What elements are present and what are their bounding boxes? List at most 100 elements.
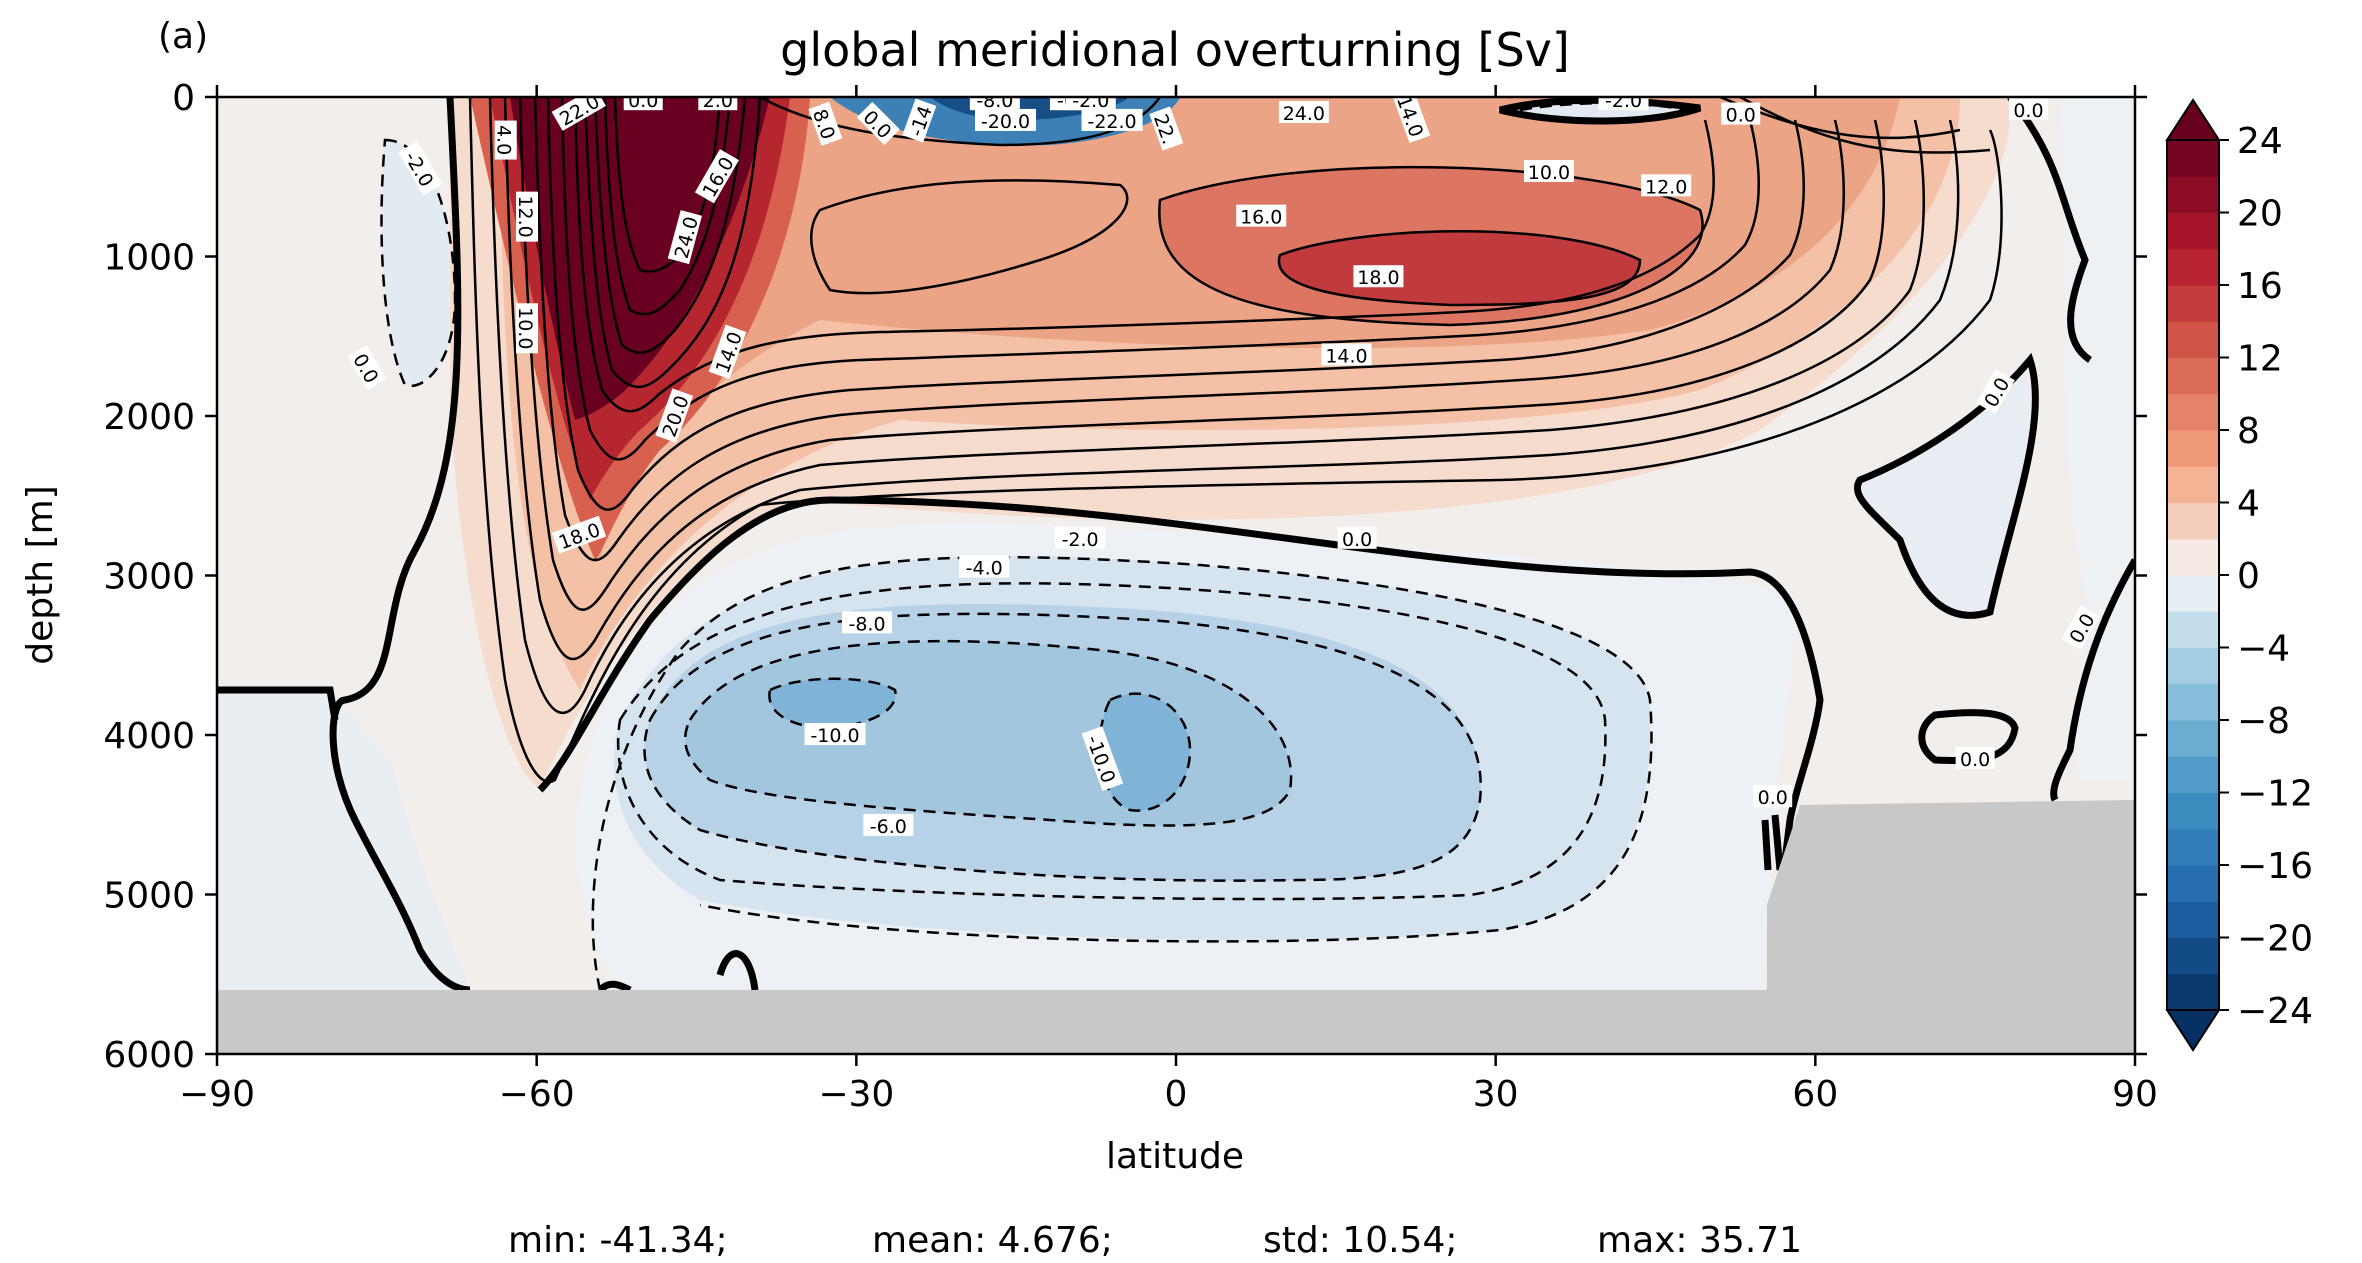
colorbar-tick-label: 0 bbox=[2237, 556, 2260, 597]
filled-region-neg-abyss-10a bbox=[769, 678, 896, 728]
contour-label-bg bbox=[1353, 265, 1404, 288]
contour-label-bg bbox=[1065, 97, 1116, 111]
contour-label-bg bbox=[667, 210, 702, 265]
filled-region-neg-north-a bbox=[1859, 360, 2031, 613]
contour-zero-north-small bbox=[1918, 709, 2019, 765]
contour-label-text: 0.0 bbox=[1342, 529, 1372, 551]
contour-pos-so-outer bbox=[468, 97, 2003, 783]
y-tick-label: 6000 bbox=[103, 1035, 195, 1076]
contour-pos-4 bbox=[488, 97, 1960, 715]
y-tick-label: 3000 bbox=[103, 557, 195, 598]
contour-label-text: -8.0 bbox=[976, 90, 1013, 112]
contour-label-text: 0.0 bbox=[628, 90, 658, 112]
contour-pos-tropics-a bbox=[810, 179, 1129, 295]
contour-pos-na-18 bbox=[1277, 230, 1642, 307]
contour-label: 4.0 bbox=[493, 120, 517, 160]
contour-label: 10.0 bbox=[1523, 159, 1574, 184]
contour-label: -20.0 bbox=[975, 108, 1037, 133]
colorbar-tick-label: −24 bbox=[2237, 991, 2313, 1032]
contour-label: 24.0 bbox=[1278, 100, 1329, 125]
contour-label: -4.0 bbox=[959, 555, 1010, 580]
contour-label: -2.0 bbox=[1065, 90, 1116, 112]
contour-label-bg bbox=[1598, 97, 1649, 111]
stat-min: min: -41.34; bbox=[508, 1220, 728, 1261]
colorbar-tick-label: 12 bbox=[2237, 339, 2283, 380]
contour-label-bg bbox=[1081, 108, 1143, 131]
contour-label-bg bbox=[1523, 159, 1574, 182]
contour-zero-north bbox=[2007, 97, 2135, 802]
colorbar-level bbox=[2167, 466, 2219, 504]
y-tick-label: 1000 bbox=[103, 238, 195, 279]
contour-pos-14 bbox=[560, 97, 1760, 461]
x-tick-label: 60 bbox=[1792, 1074, 1838, 1115]
contour-label-bg bbox=[1976, 369, 2015, 414]
contour-label: 12.0 bbox=[1641, 174, 1692, 198]
colorbar-level bbox=[2167, 176, 2219, 214]
contour-label: 16.0 bbox=[1236, 204, 1287, 229]
x-tick-label: 0 bbox=[1165, 1074, 1188, 1115]
contour-label-bg bbox=[698, 97, 738, 111]
x-tick-label: 30 bbox=[1473, 1074, 1519, 1115]
contour-label-text: -22.0 bbox=[1087, 111, 1136, 133]
contour-label-bg bbox=[551, 515, 607, 554]
colorbar-level bbox=[2167, 647, 2219, 685]
contour-label-bg bbox=[1392, 97, 1431, 144]
colorbar-extend-min bbox=[2165, 1009, 2221, 1052]
contour-negative-dashed bbox=[380, 102, 1691, 991]
y-tick-label: 0 bbox=[172, 78, 195, 119]
contour-label-bg bbox=[623, 97, 663, 111]
colorbar-level bbox=[2167, 756, 2219, 794]
contour-label-text: 0.0 bbox=[1960, 749, 1990, 771]
stat-std: std: 10.54; bbox=[1263, 1220, 1457, 1261]
contour-label-text: 12.0 bbox=[1645, 176, 1687, 198]
contour-label: -2.0 bbox=[1598, 90, 1649, 112]
contour-label-text: -4.0 bbox=[966, 558, 1003, 580]
contour-label-bg bbox=[1753, 785, 1793, 808]
colorbar-level bbox=[2167, 901, 2219, 939]
colorbar-tick-label: 4 bbox=[2237, 484, 2260, 525]
contour-label: -10.0 bbox=[804, 723, 866, 747]
contour-pos-so-18 bbox=[583, 97, 762, 389]
contour-label-bg bbox=[1149, 106, 1184, 151]
contour-zero-abyss-boundary bbox=[537, 496, 1824, 861]
contour-label-bg bbox=[347, 345, 387, 391]
contour-label-bg bbox=[863, 813, 914, 836]
contour-label-bg bbox=[1236, 204, 1287, 227]
colorbar-level bbox=[2167, 683, 2219, 721]
colorbar-level bbox=[2167, 321, 2219, 359]
colorbar-level bbox=[2167, 248, 2219, 286]
contour-zero-south-bottom bbox=[597, 950, 759, 994]
contour-pos-na-16 bbox=[1158, 165, 1704, 327]
contour-label-text: -2.0 bbox=[1605, 90, 1642, 112]
contour-label-text: 16.0 bbox=[1240, 207, 1282, 229]
contour-label-bg bbox=[1321, 343, 1372, 366]
colorbar-level bbox=[2167, 285, 2219, 322]
contour-label-bg bbox=[1955, 746, 1995, 769]
colorbar-level bbox=[2167, 937, 2219, 975]
contour-pos-8 bbox=[518, 97, 1885, 611]
contour-label-bg bbox=[2061, 605, 2101, 651]
contour-labels: 22.00.02.08.00.0-14-8.0-20.0-6.-2.0-22.0… bbox=[347, 90, 2101, 838]
contour-label-bg bbox=[694, 149, 739, 204]
contour-label-bg bbox=[516, 191, 539, 242]
contour-label: -22.0 bbox=[1081, 108, 1143, 133]
contour-label: 12.0 bbox=[514, 191, 539, 242]
colorbar-tick-label: −12 bbox=[2237, 774, 2313, 815]
chart-title: global meridional overturning [Sv] bbox=[780, 23, 1570, 77]
contour-label-bg bbox=[969, 97, 1020, 111]
contour-lines bbox=[217, 97, 2135, 994]
colorbar-tick-label: 8 bbox=[2237, 411, 2260, 452]
colorbar-tick-label: 24 bbox=[2237, 121, 2283, 162]
colorbar-level bbox=[2167, 828, 2219, 866]
contour-pos-16 bbox=[573, 97, 1715, 413]
contour-label-text: -2.0 bbox=[1072, 90, 1109, 112]
colorbar-level bbox=[2167, 611, 2219, 649]
contour-label: 0.0 bbox=[2008, 97, 2048, 122]
colorbar-level bbox=[2167, 357, 2219, 395]
contour-label: 0.0 bbox=[623, 90, 663, 112]
colorbar: 24 20 16 12 8 4 0 −4 −8 −12 −16 −20 −24 bbox=[2165, 98, 2313, 1052]
contour-pos-12 bbox=[546, 97, 1805, 511]
contour-label: 0.0 bbox=[1337, 526, 1377, 551]
contour-label-text: 0.0 bbox=[1726, 105, 1756, 127]
contour-label-bg bbox=[1337, 526, 1377, 549]
